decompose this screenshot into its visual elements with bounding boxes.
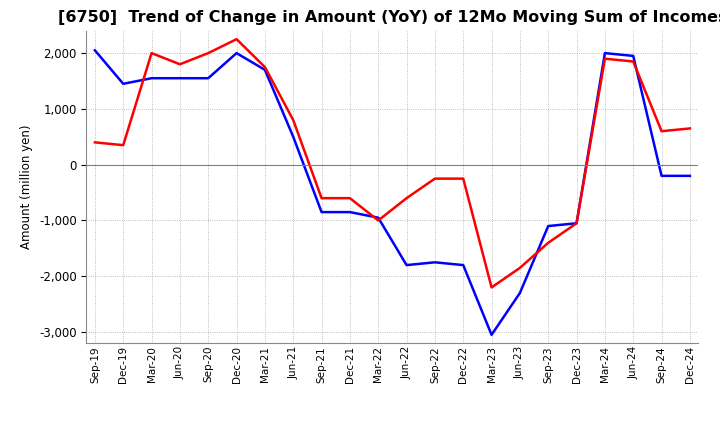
Net Income — [600, 56, 609, 61]
Ordinary Income — [374, 215, 382, 220]
Net Income — [91, 140, 99, 145]
Net Income — [685, 126, 694, 131]
Title: [6750]  Trend of Change in Amount (YoY) of 12Mo Moving Sum of Incomes: [6750] Trend of Change in Amount (YoY) o… — [58, 11, 720, 26]
Net Income — [657, 128, 666, 134]
Ordinary Income — [148, 76, 156, 81]
Net Income — [431, 176, 439, 181]
Ordinary Income — [459, 262, 467, 268]
Ordinary Income — [119, 81, 127, 86]
Line: Net Income: Net Income — [95, 39, 690, 287]
Ordinary Income — [261, 67, 269, 73]
Ordinary Income — [657, 173, 666, 179]
Ordinary Income — [204, 76, 212, 81]
Ordinary Income — [544, 224, 552, 229]
Net Income — [176, 62, 184, 67]
Ordinary Income — [572, 220, 581, 226]
Ordinary Income — [487, 332, 496, 337]
Net Income — [119, 143, 127, 148]
Line: Ordinary Income: Ordinary Income — [95, 50, 690, 335]
Net Income — [346, 195, 354, 201]
Net Income — [516, 265, 524, 271]
Net Income — [487, 285, 496, 290]
Ordinary Income — [629, 53, 637, 59]
Ordinary Income — [91, 48, 99, 53]
Net Income — [204, 51, 212, 56]
Y-axis label: Amount (million yen): Amount (million yen) — [20, 125, 33, 249]
Ordinary Income — [318, 209, 326, 215]
Net Income — [629, 59, 637, 64]
Net Income — [402, 195, 411, 201]
Ordinary Income — [233, 51, 241, 56]
Net Income — [544, 240, 552, 246]
Net Income — [459, 176, 467, 181]
Ordinary Income — [402, 262, 411, 268]
Ordinary Income — [600, 51, 609, 56]
Ordinary Income — [346, 209, 354, 215]
Net Income — [148, 51, 156, 56]
Net Income — [374, 218, 382, 223]
Net Income — [289, 117, 297, 123]
Ordinary Income — [516, 290, 524, 296]
Net Income — [233, 37, 241, 42]
Ordinary Income — [431, 260, 439, 265]
Ordinary Income — [685, 173, 694, 179]
Net Income — [261, 64, 269, 70]
Ordinary Income — [289, 134, 297, 139]
Net Income — [318, 195, 326, 201]
Net Income — [572, 220, 581, 226]
Ordinary Income — [176, 76, 184, 81]
